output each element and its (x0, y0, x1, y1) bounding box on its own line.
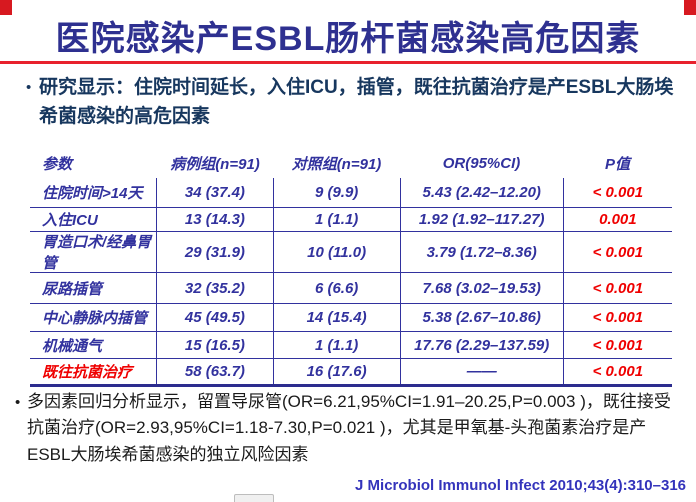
cell-parameter: 机械通气 (42, 337, 103, 355)
cell-case-group: 29 (31.9) (156, 232, 272, 272)
bullet-icon: • (15, 394, 21, 411)
cell-case-group: 32 (35.2) (156, 273, 272, 303)
corner-red-bar-right (684, 0, 696, 15)
cell-p-value: < 0.001 (562, 332, 672, 358)
cell-case-group: 13 (14.3) (156, 208, 272, 231)
cell-control-group: 1 (1.1) (272, 208, 400, 231)
column-header-p-value: P值 (604, 155, 630, 173)
column-header-or-ci: OR(95%CI) (442, 154, 521, 172)
cell-or-ci: 1.92 (1.92–117.27) (399, 208, 563, 231)
risk-factor-table: 参数 病例组(n=91) 对照组(n=91) OR(95%CI) P值 住院时间… (30, 148, 672, 387)
table-row: 中心静脉内插管 45 (49.5) 14 (15.4) 5.38 (2.67–1… (30, 304, 672, 332)
table-header-row: 参数 病例组(n=91) 对照组(n=91) OR(95%CI) P值 (30, 148, 672, 178)
column-header-parameter: 参数 (42, 155, 73, 173)
column-header-case-group: 病例组(n=91) (170, 155, 260, 173)
cell-control-group: 6 (6.6) (272, 273, 400, 303)
cell-parameter: 尿路插管 (42, 280, 103, 298)
cell-p-value: < 0.001 (562, 273, 672, 303)
cell-p-value: < 0.001 (562, 178, 672, 207)
cell-p-value: < 0.001 (562, 359, 672, 384)
cell-or-ci: 3.79 (1.72–8.36) (399, 232, 563, 272)
slide-title: 医院感染产ESBL肠杆菌感染高危因素 (55, 20, 641, 58)
column-header-control-group: 对照组(n=91) (291, 155, 382, 173)
corner-red-bar-left (0, 0, 12, 15)
cell-or-ci: 7.68 (3.02–19.53) (399, 273, 563, 303)
bullet-icon: • (26, 79, 32, 96)
cell-p-value: < 0.001 (562, 232, 672, 272)
regression-analysis-text: 多因素回归分析显示，留置导尿管(OR=6.21,95%CI=1.91–20.25… (27, 392, 671, 464)
table-row: 尿路插管 32 (35.2) 6 (6.6) 7.68 (3.02–19.53)… (30, 273, 672, 304)
cell-p-value: 0.001 (562, 208, 672, 231)
cell-parameter: 胃造口术/经鼻胃管 (42, 234, 152, 272)
table-row: 机械通气 15 (16.5) 1 (1.1) 17.76 (2.29–137.5… (30, 332, 672, 359)
cell-case-group: 15 (16.5) (156, 332, 272, 358)
cell-case-group: 58 (63.7) (156, 359, 272, 384)
cell-case-group: 45 (49.5) (156, 304, 272, 331)
cell-case-group: 34 (37.4) (156, 178, 272, 207)
cell-p-value: < 0.001 (562, 304, 672, 331)
table-row: 入住ICU 13 (14.3) 1 (1.1) 1.92 (1.92–117.2… (30, 208, 672, 232)
cell-parameter: 既往抗菌治疗 (42, 364, 133, 381)
cell-or-ci: 17.76 (2.29–137.59) (399, 332, 563, 358)
cell-control-group: 14 (15.4) (272, 304, 400, 331)
title-divider-line (0, 61, 696, 64)
table-row: 既往抗菌治疗 58 (63.7) 16 (17.6) —— < 0.001 (30, 359, 672, 387)
cell-parameter: 住院时间>14天 (42, 185, 143, 202)
journal-citation: J Microbiol Immunol Infect 2010;43(4):31… (355, 477, 686, 494)
cell-control-group: 9 (9.9) (272, 178, 400, 207)
cell-parameter: 入住ICU (42, 212, 98, 229)
cell-parameter: 中心静脉内插管 (42, 310, 148, 327)
cell-control-group: 10 (11.0) (272, 232, 400, 272)
cell-control-group: 1 (1.1) (272, 332, 400, 358)
summary-bullet-text: 研究显示：住院时间延长，入住ICU，插管，既往抗菌治疗是产ESBL大肠埃希菌感染… (39, 77, 674, 127)
table-row: 胃造口术/经鼻胃管 29 (31.9) 10 (11.0) 3.79 (1.72… (30, 232, 672, 273)
cell-or-ci: 5.43 (2.42–12.20) (399, 178, 563, 207)
cell-or-ci: 5.38 (2.67–10.86) (399, 304, 563, 331)
cell-or-ci: —— (399, 359, 563, 384)
slide-footer-box (234, 494, 274, 502)
cell-control-group: 16 (17.6) (272, 359, 400, 384)
table-row: 住院时间>14天 34 (37.4) 9 (9.9) 5.43 (2.42–12… (30, 178, 672, 208)
